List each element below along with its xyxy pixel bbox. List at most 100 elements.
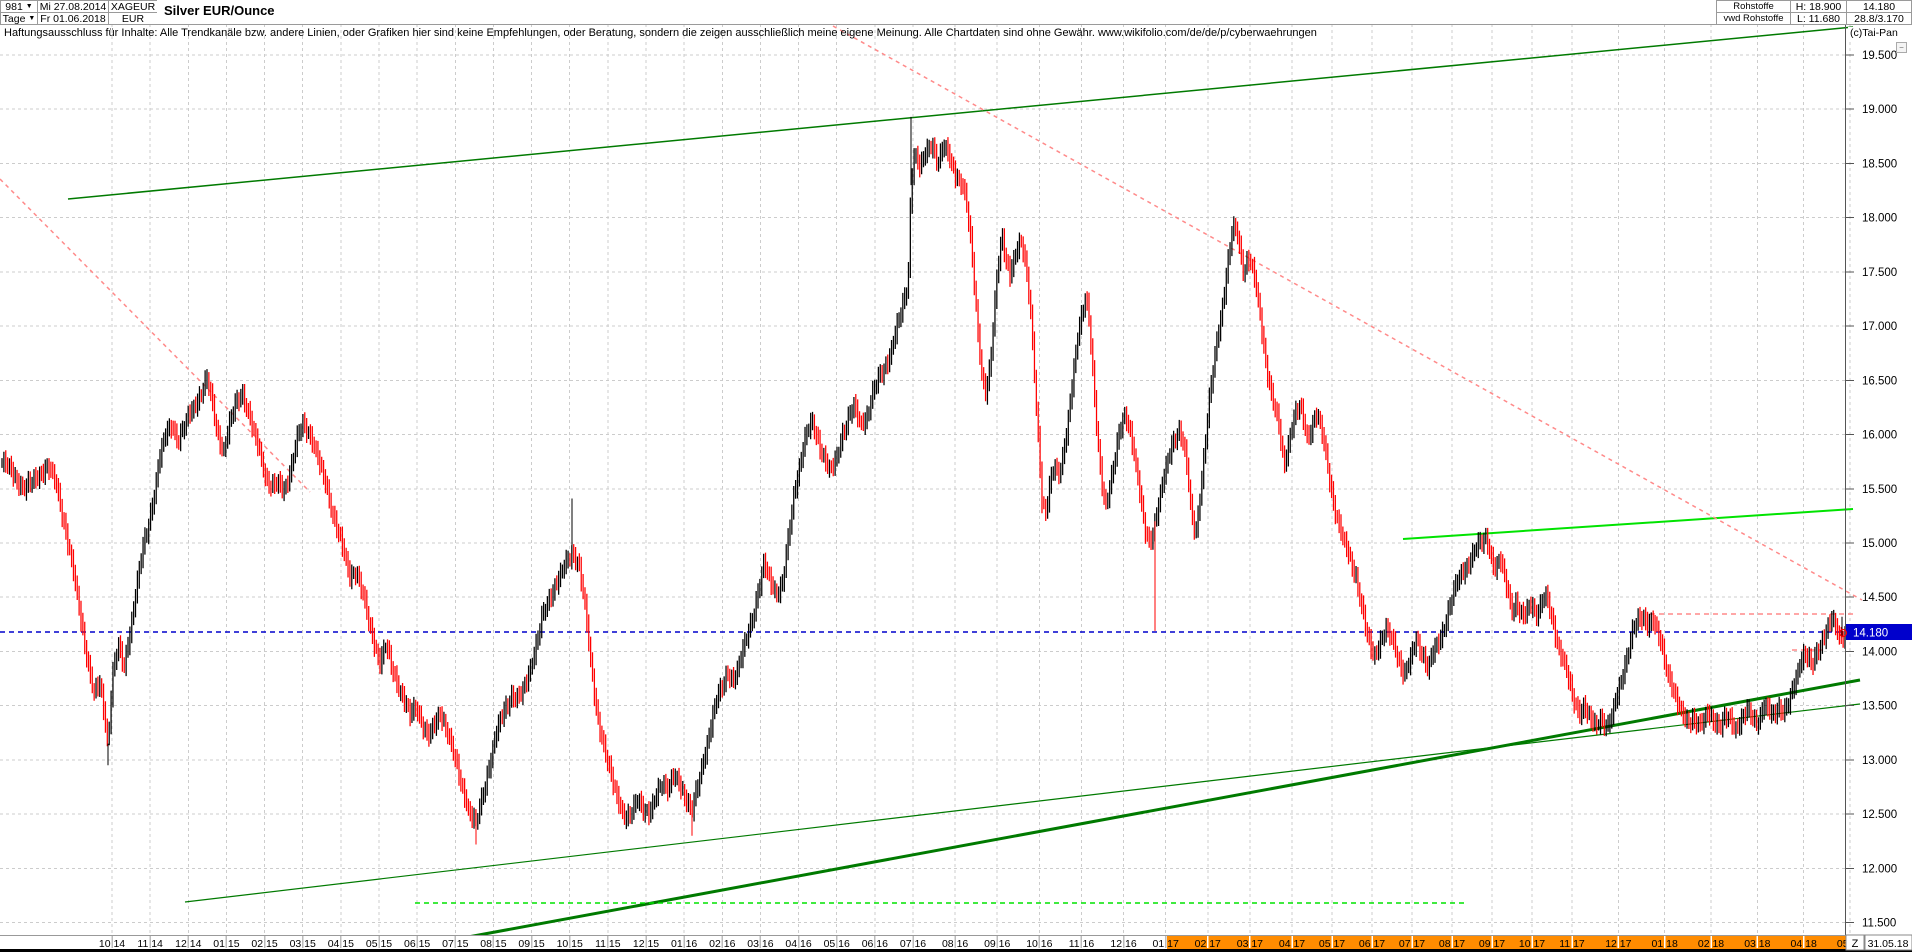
date-axis-label: 11 16 xyxy=(1069,938,1095,950)
date-axis-label: 07 17 xyxy=(1399,938,1425,950)
date-axis-label: 10 17 xyxy=(1519,938,1545,950)
date-axis-label: 04 16 xyxy=(785,938,811,950)
chevron-down-icon: ▼ xyxy=(25,3,33,10)
date-axis-label: 04 15 xyxy=(328,938,354,950)
date-axis-label: 01 16 xyxy=(671,938,697,950)
price-wicks xyxy=(107,116,1843,845)
price-axis-label: 19.000 xyxy=(1862,104,1897,116)
bars-count-value: 981 xyxy=(5,0,23,13)
date-axis-label: 02 16 xyxy=(709,938,735,950)
price-axis-label: 17.000 xyxy=(1862,321,1897,333)
disclaimer-text: Haftungsausschluss für Inhalte: Alle Tre… xyxy=(4,27,1317,39)
price-axis-label: 16.500 xyxy=(1862,375,1897,387)
price-axis-label: 16.000 xyxy=(1862,430,1897,442)
end-date-field[interactable]: Fr 01.06.2018 xyxy=(37,12,109,25)
period-dropdown[interactable]: Tage ▼ xyxy=(0,12,38,25)
price-axis-label: 13.000 xyxy=(1862,755,1897,767)
date-axis-label: 12 16 xyxy=(1110,938,1136,950)
date-axis-label: 08 17 xyxy=(1439,938,1465,950)
header-bar: 981 ▼ Tage ▼ Mi 27.08.2014 Fr 01.06.2018… xyxy=(0,0,1912,25)
date-axis-label: 08 16 xyxy=(942,938,968,950)
date-axis-label: 02 18 xyxy=(1698,938,1724,950)
change-value-text: 28.8/3.170 xyxy=(1854,12,1904,25)
date-axis-label: 03 15 xyxy=(290,938,316,950)
date-axis-label: 10 16 xyxy=(1026,938,1052,950)
date-axis-label: 09 15 xyxy=(518,938,544,950)
date-axis-label: 09 16 xyxy=(984,938,1010,950)
date-axis-label: 03 17 xyxy=(1237,938,1263,950)
date-axis-label: 05 15 xyxy=(366,938,392,950)
last-price-text: 14.180 xyxy=(1862,0,1896,13)
price-axis-label: 18.000 xyxy=(1862,213,1897,225)
title-area: Silver EUR/Ounce xyxy=(157,0,1716,25)
date-axis-label: 03 16 xyxy=(747,938,773,950)
bars-count-dropdown[interactable]: 981 ▼ xyxy=(0,0,38,13)
grid-lines xyxy=(0,24,1851,933)
trendline-uptrend-channel-upper xyxy=(67,26,1854,200)
price-axis-label: 15.500 xyxy=(1862,484,1897,496)
trendline-resistance-bright-green xyxy=(1402,508,1854,540)
price-bars xyxy=(1,137,1846,830)
date-axis-label: 03 18 xyxy=(1744,938,1770,950)
date-axis-label: 12 14 xyxy=(175,938,201,950)
trendline-downtrend-dashed-left xyxy=(0,178,311,493)
date-axis-label: 05 17 xyxy=(1319,938,1345,950)
trendline-downtrend-dashed-long xyxy=(832,25,1863,601)
zoom-button[interactable] xyxy=(1845,934,1865,951)
low-value-text: L: 11.680 xyxy=(1796,12,1840,25)
feed-name-2-value: vwd Rohstoffe xyxy=(1723,13,1784,24)
trendline-support-line-thin xyxy=(184,703,1861,903)
date-axis-label: 09 17 xyxy=(1479,938,1505,950)
bars-up xyxy=(1,137,1846,830)
date-axis-label: 12 15 xyxy=(633,938,659,950)
symbol-value: XAGEUR xyxy=(110,0,156,13)
price-axis-label: 15.000 xyxy=(1862,538,1897,550)
chevron-down-icon: ▼ xyxy=(28,15,36,22)
start-date-value: Mi 27.08.2014 xyxy=(39,0,107,13)
date-axis-label: 04 18 xyxy=(1791,938,1817,950)
date-axis-label: 01 18 xyxy=(1652,938,1678,950)
last-date-box xyxy=(1864,934,1912,951)
date-axis-label: 11 17 xyxy=(1559,938,1585,950)
date-axis-label: 02 15 xyxy=(251,938,277,950)
price-axis-label: 17.500 xyxy=(1862,267,1897,279)
date-axis-label: 10 14 xyxy=(99,938,125,950)
currency-value: EUR xyxy=(121,12,145,25)
last-price-marker xyxy=(1838,628,1848,638)
date-axis-label: 08 15 xyxy=(480,938,506,950)
price-axis-label: 11.500 xyxy=(1862,918,1896,930)
trendline-support-line-thick xyxy=(467,678,1861,939)
current-price-badge: 14.180 xyxy=(1838,624,1912,640)
date-axis-label: 06 16 xyxy=(862,938,888,950)
page-title: Silver EUR/Ounce xyxy=(164,3,275,18)
date-axis-label: 04 17 xyxy=(1279,938,1305,950)
price-axis-label: 18.500 xyxy=(1862,158,1897,170)
feed-name-1-value: Rohstoffe xyxy=(1733,1,1774,12)
copyright-label: (c)Tai-Pan xyxy=(1848,27,1900,39)
date-axis: 10 14 11 14 12 14 01 15 02 15 03 15 04 15 05 15… xyxy=(0,934,1912,952)
last-date-label: 31.05.18 xyxy=(1868,938,1909,950)
trend-lines xyxy=(0,25,1863,939)
currency-code: EUR xyxy=(108,12,158,25)
date-axis-label: 11 15 xyxy=(595,938,621,950)
price-axis-label: 12.000 xyxy=(1862,863,1897,875)
zoom-button-label: Z xyxy=(1852,938,1859,950)
date-axis-label: 07 16 xyxy=(900,938,926,950)
high-value-text: H: 18.900 xyxy=(1795,0,1842,13)
date-axis-label: 01 15 xyxy=(213,938,239,950)
end-date-value: Fr 01.06.2018 xyxy=(40,12,106,25)
period-value: Tage xyxy=(2,12,26,25)
price-axis-label: 14.500 xyxy=(1862,592,1897,604)
price-axis-label: 14.000 xyxy=(1862,646,1897,658)
change-value: 28.8/3.170 xyxy=(1846,12,1912,25)
collapse-icon[interactable]: − xyxy=(1896,42,1907,53)
bars-down xyxy=(5,137,1844,828)
date-axis-label: 06 17 xyxy=(1359,938,1385,950)
date-axis-label: 11 14 xyxy=(137,938,163,950)
date-axis-label: 12 17 xyxy=(1605,938,1631,950)
current-price-label: 14.180 xyxy=(1853,628,1888,640)
date-axis-label: 05 16 xyxy=(824,938,850,950)
start-date-field[interactable]: Mi 27.08.2014 xyxy=(37,0,109,13)
